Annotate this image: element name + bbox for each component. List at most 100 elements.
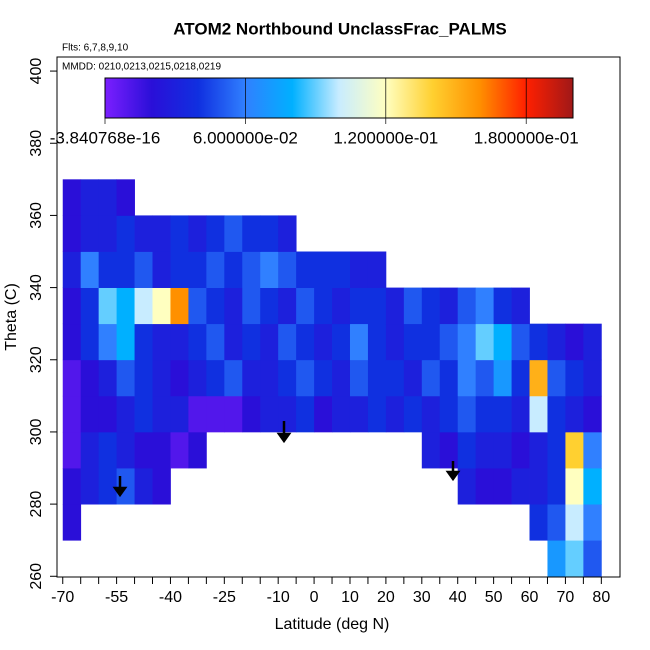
cell xyxy=(224,287,243,325)
cell xyxy=(493,287,512,325)
cell xyxy=(62,251,82,288)
cell xyxy=(547,359,566,397)
cell xyxy=(565,395,584,433)
cell xyxy=(296,323,315,361)
cell xyxy=(134,431,153,469)
cell xyxy=(457,323,477,361)
cell xyxy=(565,323,584,361)
cell xyxy=(457,431,477,469)
x-tick-label: -70 xyxy=(51,589,74,606)
cell xyxy=(242,287,261,325)
cell xyxy=(475,323,495,361)
cell xyxy=(403,287,423,325)
cell xyxy=(314,251,333,288)
cell xyxy=(367,323,387,361)
cell xyxy=(421,431,441,469)
cell xyxy=(367,251,387,288)
cell xyxy=(565,468,584,505)
x-tick-label: 50 xyxy=(485,589,503,606)
cell xyxy=(475,431,495,469)
cell xyxy=(439,431,459,469)
cell xyxy=(547,395,566,433)
cell xyxy=(278,251,297,288)
cell xyxy=(80,395,100,433)
cell xyxy=(80,287,100,325)
x-tick-label: -40 xyxy=(159,589,182,606)
colorbar-tick-label: 6.000000e-02 xyxy=(193,128,298,147)
cell xyxy=(332,359,351,397)
cell xyxy=(80,468,100,505)
x-axis-label: Latitude (deg N) xyxy=(275,616,390,633)
cell xyxy=(116,323,135,361)
cell xyxy=(511,395,530,433)
cell xyxy=(403,323,423,361)
y-tick-label: 280 xyxy=(28,491,45,518)
cell xyxy=(565,540,584,577)
y-tick-label: 380 xyxy=(28,130,45,157)
heatmap xyxy=(62,179,602,577)
cell xyxy=(260,251,279,288)
cell xyxy=(332,251,351,288)
cell xyxy=(296,359,315,397)
cell xyxy=(439,287,459,325)
cell xyxy=(152,431,171,469)
cell xyxy=(206,323,225,361)
cell xyxy=(332,395,351,433)
x-tick-label: 0 xyxy=(310,589,319,606)
cell xyxy=(457,287,477,325)
cell xyxy=(475,468,495,505)
cell xyxy=(62,287,82,325)
cell xyxy=(152,468,171,505)
cell xyxy=(80,431,100,469)
cell xyxy=(170,251,189,288)
cell xyxy=(349,323,369,361)
x-tick-label: 30 xyxy=(413,589,431,606)
x-tick-label: -25 xyxy=(213,589,236,606)
cell xyxy=(565,359,584,397)
cell xyxy=(188,431,207,469)
cell xyxy=(98,179,118,216)
cell xyxy=(62,359,82,397)
cell xyxy=(349,251,369,288)
cell xyxy=(439,359,459,397)
cell xyxy=(511,323,530,361)
cell xyxy=(565,504,584,541)
cell xyxy=(529,504,548,541)
cell xyxy=(260,323,279,361)
cell xyxy=(421,287,441,325)
cell xyxy=(260,287,279,325)
cell xyxy=(457,468,477,505)
cell xyxy=(224,395,243,433)
cell xyxy=(547,540,566,577)
colorbar-tick-label: -3.840768e-16 xyxy=(50,128,161,147)
cell xyxy=(583,540,602,577)
cell xyxy=(457,359,477,397)
cell xyxy=(170,395,189,433)
cell xyxy=(583,323,602,361)
cell xyxy=(62,504,82,541)
cell xyxy=(98,431,118,469)
colorbar xyxy=(104,77,574,119)
cell xyxy=(385,323,405,361)
cell xyxy=(332,323,351,361)
cell xyxy=(188,287,207,325)
cell xyxy=(314,395,333,433)
arrow-head xyxy=(276,432,292,444)
cell xyxy=(62,468,82,505)
cell xyxy=(493,323,512,361)
cell xyxy=(188,323,207,361)
cell xyxy=(116,179,135,216)
y-tick-label: 360 xyxy=(28,202,45,229)
cell xyxy=(349,287,369,325)
cell xyxy=(62,395,82,433)
cell xyxy=(403,359,423,397)
cell xyxy=(349,395,369,433)
cell xyxy=(170,431,189,469)
x-tick-label: 70 xyxy=(557,589,575,606)
cell xyxy=(242,395,261,433)
cell xyxy=(529,359,548,397)
cell xyxy=(421,395,441,433)
arrow-head xyxy=(112,486,128,498)
chart-title: ATOM2 Northbound UnclassFrac_PALMS xyxy=(173,19,506,38)
cell xyxy=(278,215,297,252)
